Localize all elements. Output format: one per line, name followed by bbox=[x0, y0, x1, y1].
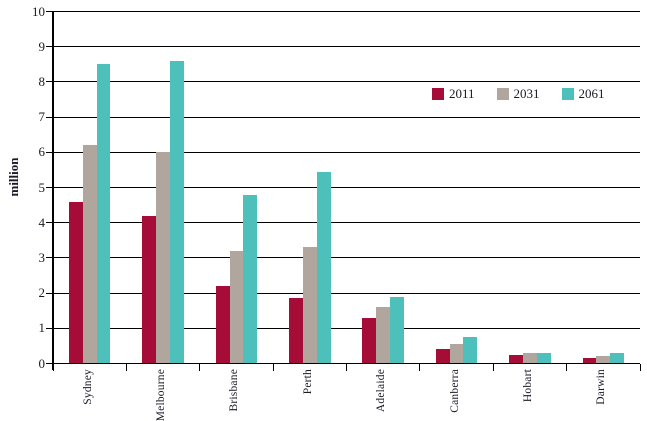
bar-2061-canberra bbox=[463, 337, 478, 364]
x-tick-6 bbox=[492, 363, 494, 371]
x-category-label-sydney: Sydney bbox=[81, 369, 94, 405]
x-tick-5 bbox=[419, 363, 421, 371]
bar-2011-canberra bbox=[435, 349, 450, 364]
bar-2061-adelaide bbox=[390, 296, 404, 364]
x-tick-4 bbox=[346, 363, 347, 371]
x-category-label-canberra: Canberra bbox=[448, 369, 461, 413]
bar-2011-hobart bbox=[509, 354, 524, 364]
y-axis-line bbox=[52, 11, 54, 370]
gridline-8 bbox=[53, 81, 640, 83]
legend-label-2011: 2011 bbox=[449, 86, 475, 101]
bar-2011-brisbane bbox=[215, 286, 230, 364]
bar-2061-darwin bbox=[610, 352, 624, 364]
bar-2011-darwin bbox=[582, 358, 597, 364]
gridline-10 bbox=[53, 11, 640, 12]
bar-2061-brisbane bbox=[243, 194, 258, 364]
legend-swatch-2031 bbox=[496, 88, 509, 100]
y-tick-label-6: 6 bbox=[38, 144, 46, 160]
y-tick-10 bbox=[46, 11, 53, 12]
x-tick-1 bbox=[125, 363, 127, 371]
y-tick-8 bbox=[46, 81, 53, 83]
y-tick-label-1: 1 bbox=[38, 320, 46, 336]
y-tick-label-4: 4 bbox=[38, 214, 46, 230]
legend: 2011 2031 2061 bbox=[432, 87, 605, 101]
x-tick-3 bbox=[272, 363, 274, 371]
y-tick-6 bbox=[46, 151, 53, 153]
gridline-7 bbox=[53, 116, 640, 118]
y-tick-4 bbox=[46, 222, 53, 224]
bar-2011-melbourne bbox=[142, 215, 157, 364]
legend-swatch-2011 bbox=[432, 88, 444, 100]
bar-2011-perth bbox=[289, 298, 303, 364]
gridline-4 bbox=[53, 222, 640, 224]
bar-2031-sydney bbox=[82, 145, 97, 364]
y-tick-label-2: 2 bbox=[38, 285, 46, 301]
y-tick-label-5: 5 bbox=[38, 179, 46, 195]
x-tick-2 bbox=[199, 363, 201, 371]
x-category-label-darwin: Darwin bbox=[595, 369, 608, 405]
bar-2061-perth bbox=[316, 171, 331, 364]
bar-2031-adelaide bbox=[376, 307, 391, 364]
y-tick-label-0: 0 bbox=[38, 355, 46, 371]
y-tick-7 bbox=[46, 116, 53, 118]
gridline-2 bbox=[53, 292, 640, 294]
legend-label-2031: 2031 bbox=[513, 86, 540, 101]
x-category-label-perth: Perth bbox=[301, 369, 314, 395]
y-tick-label-7: 7 bbox=[38, 109, 46, 125]
bar-2011-sydney bbox=[68, 201, 83, 364]
legend-item-2011: 2011 bbox=[432, 87, 475, 101]
bar-2061-melbourne bbox=[169, 60, 184, 364]
y-tick-2 bbox=[46, 292, 53, 294]
legend-label-2061: 2061 bbox=[578, 86, 605, 101]
legend-swatch-2061 bbox=[561, 88, 574, 100]
x-category-label-melbourne: Melbourne bbox=[155, 369, 168, 421]
bar-2011-adelaide bbox=[362, 317, 377, 364]
y-tick-1 bbox=[46, 327, 53, 329]
y-tick-label-9: 9 bbox=[38, 38, 46, 54]
bar-2031-melbourne bbox=[156, 152, 170, 364]
x-tick-7 bbox=[566, 363, 568, 371]
bar-2031-darwin bbox=[596, 356, 611, 364]
x-axis-line bbox=[46, 362, 640, 364]
bar-2061-hobart bbox=[536, 352, 551, 364]
y-tick-5 bbox=[46, 187, 53, 188]
y-tick-label-10: 10 bbox=[32, 3, 45, 19]
legend-item-2031: 2031 bbox=[496, 86, 540, 101]
bar-2031-canberra bbox=[449, 344, 464, 364]
bar-2031-hobart bbox=[523, 352, 537, 364]
bar-2031-brisbane bbox=[229, 250, 244, 364]
gridline-1 bbox=[53, 327, 640, 329]
x-tick-8 bbox=[639, 363, 641, 371]
x-category-label-hobart: Hobart bbox=[521, 369, 534, 403]
y-tick-label-8: 8 bbox=[38, 73, 46, 89]
gridline-6 bbox=[53, 151, 640, 153]
gridline-3 bbox=[53, 257, 640, 259]
gridline-9 bbox=[53, 46, 640, 48]
y-tick-3 bbox=[46, 257, 53, 259]
bar-2061-sydney bbox=[96, 64, 111, 364]
y-tick-label-3: 3 bbox=[38, 249, 46, 265]
x-category-label-brisbane: Brisbane bbox=[228, 369, 241, 412]
x-tick-0 bbox=[52, 363, 54, 371]
bar-2031-perth bbox=[302, 247, 317, 364]
y-tick-0 bbox=[46, 363, 53, 364]
legend-item-2061: 2061 bbox=[561, 86, 605, 101]
gridline-5 bbox=[53, 187, 640, 188]
y-tick-9 bbox=[46, 46, 53, 48]
x-category-label-adelaide: Adelaide bbox=[375, 369, 388, 413]
